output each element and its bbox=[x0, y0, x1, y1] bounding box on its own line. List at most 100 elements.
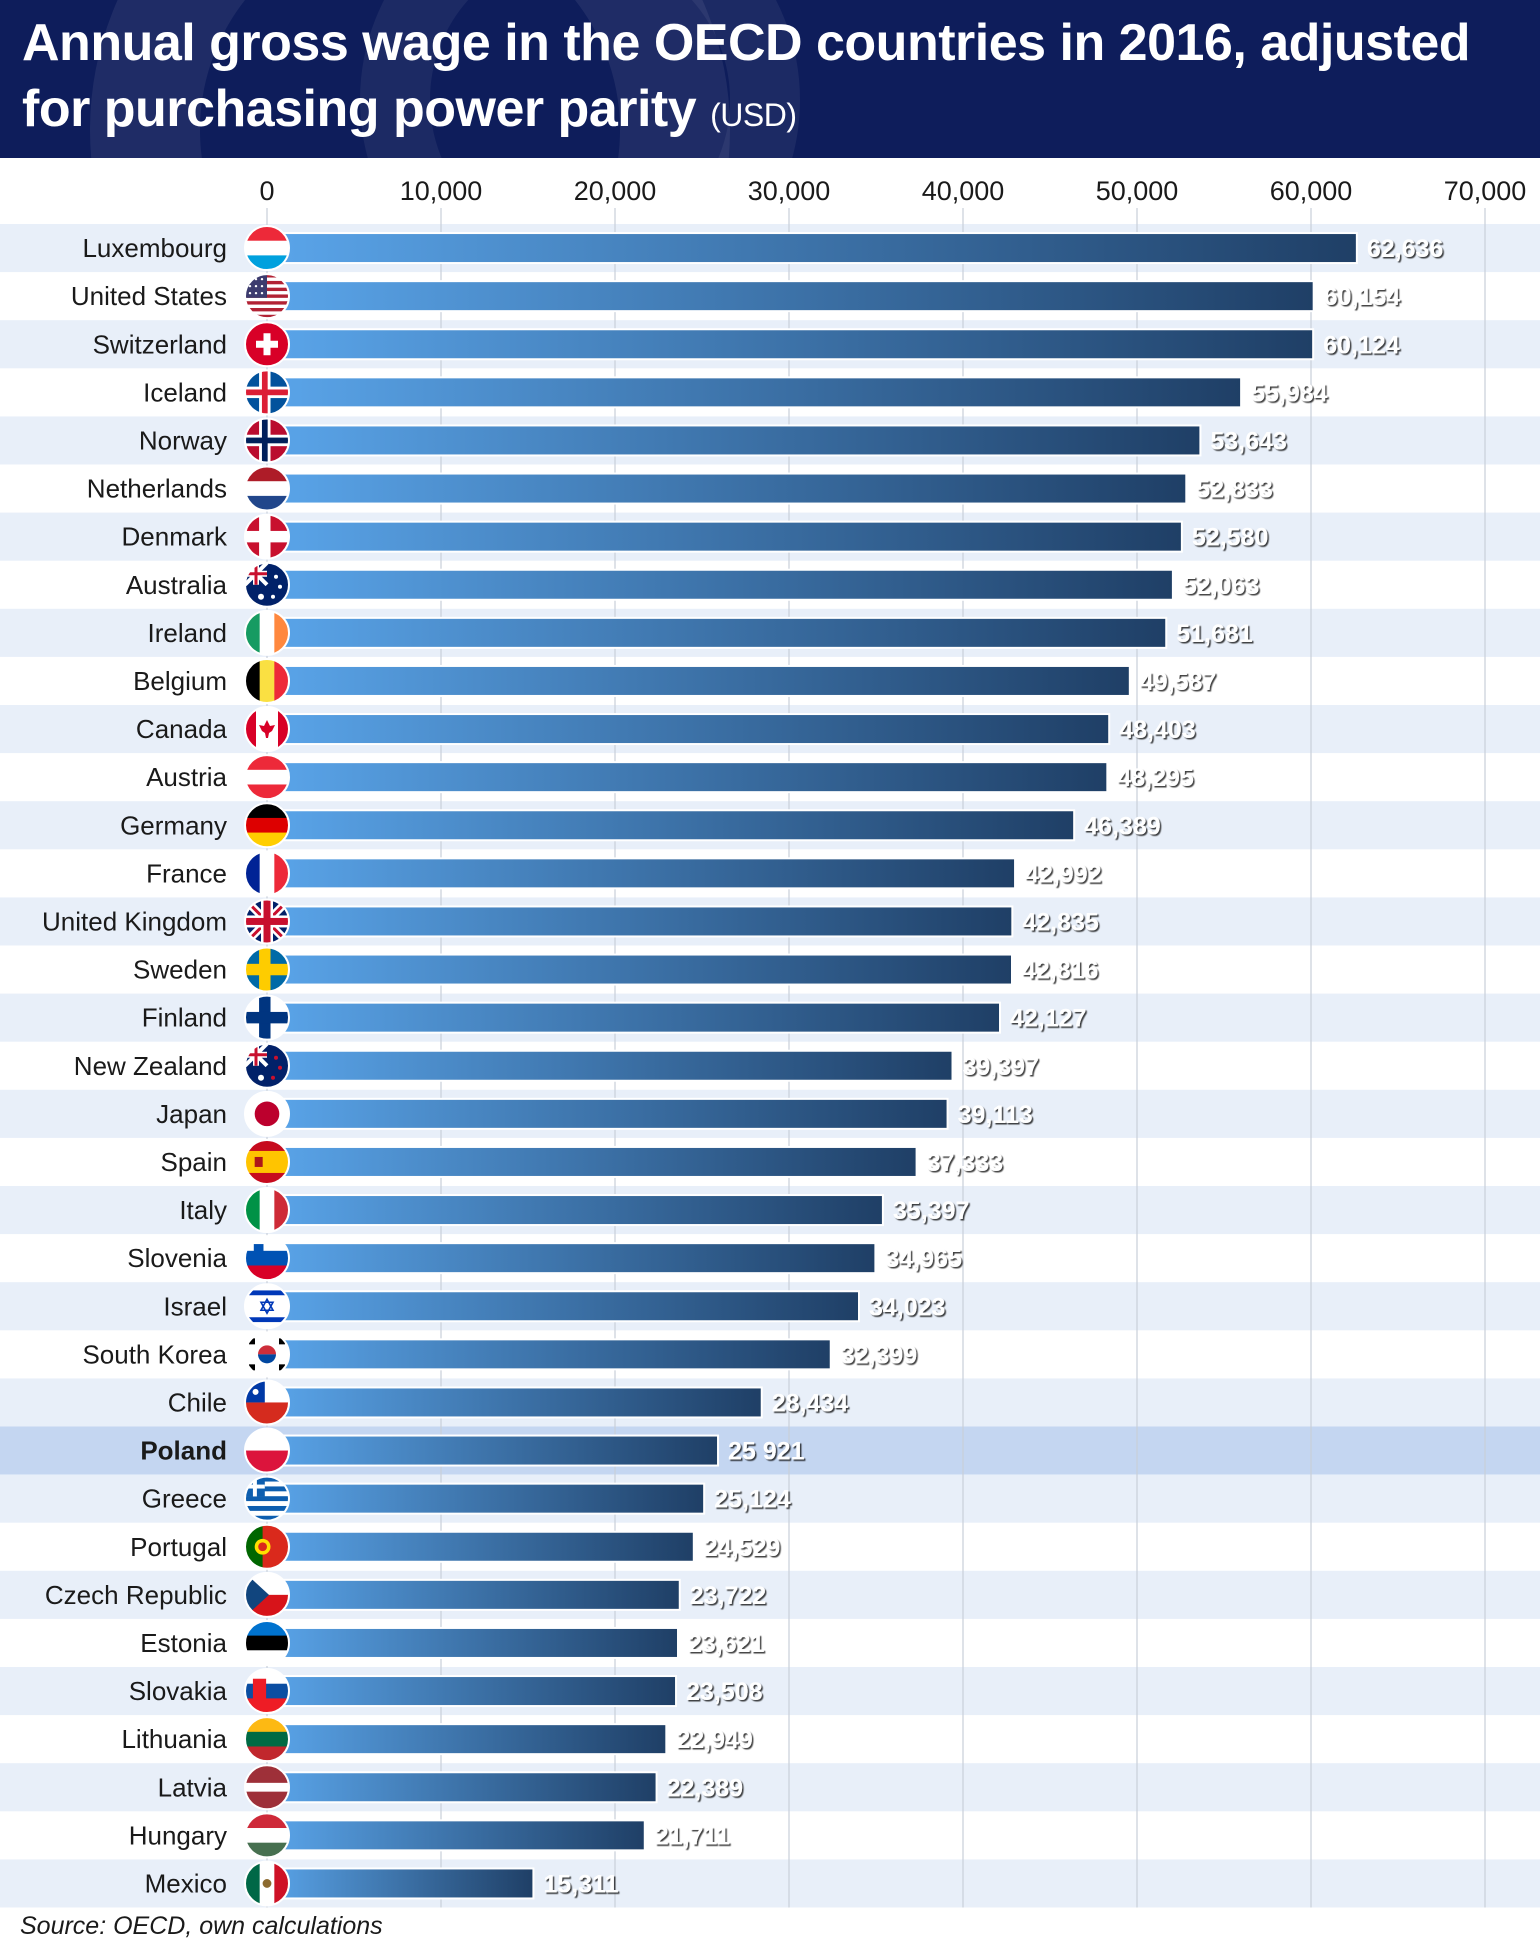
category-label: Denmark bbox=[122, 522, 228, 552]
category-label: France bbox=[146, 858, 227, 888]
flag-hungary-icon bbox=[244, 1812, 290, 1859]
x-tick-label: 10,000 bbox=[400, 176, 483, 206]
value-label: 39,113 bbox=[958, 1101, 1033, 1129]
value-label: 39,397 bbox=[963, 1053, 1039, 1081]
bar bbox=[266, 232, 1358, 265]
x-tick-label: 50,000 bbox=[1096, 176, 1179, 206]
row-stripe bbox=[0, 1763, 1540, 1812]
flag-slovenia-icon bbox=[244, 1235, 290, 1282]
flag-austria-icon bbox=[244, 754, 290, 801]
bar bbox=[266, 1723, 668, 1756]
value-label: 53,643 bbox=[1210, 427, 1286, 455]
value-label: 48,295 bbox=[1117, 764, 1194, 792]
category-label: Latvia bbox=[158, 1772, 228, 1802]
value-label: 23,508 bbox=[686, 1678, 763, 1706]
category-label: Italy bbox=[179, 1195, 227, 1225]
bar bbox=[266, 809, 1076, 842]
bar bbox=[266, 1771, 658, 1804]
flag-united-kingdom-icon bbox=[244, 898, 290, 945]
bar bbox=[266, 953, 1013, 986]
value-label: 25 921 bbox=[728, 1438, 805, 1466]
value-label: 51,681 bbox=[1176, 620, 1253, 648]
category-label: Mexico bbox=[145, 1868, 227, 1898]
value-label: 49,587 bbox=[1140, 668, 1216, 696]
x-axis-ticks: 0 10,000 20,000 30,000 40,000 50,000 60,000 70,… bbox=[259, 176, 1526, 206]
bar bbox=[266, 905, 1014, 938]
bar bbox=[266, 1434, 720, 1467]
flag-italy-icon bbox=[244, 1187, 290, 1234]
value-label: 23,621 bbox=[688, 1630, 765, 1658]
flag-iceland-icon bbox=[244, 369, 290, 416]
bar bbox=[266, 1049, 954, 1082]
category-label: Canada bbox=[136, 714, 228, 744]
category-label: Austria bbox=[146, 762, 227, 792]
value-label: 52,063 bbox=[1183, 572, 1259, 600]
x-tick-label: 40,000 bbox=[922, 176, 1005, 206]
bar bbox=[266, 1386, 763, 1419]
row-stripe bbox=[0, 1570, 1540, 1619]
flag-israel-icon bbox=[244, 1283, 290, 1330]
value-label: 62,636 bbox=[1367, 235, 1443, 263]
category-label: Slovenia bbox=[127, 1243, 227, 1273]
bar bbox=[266, 328, 1315, 361]
category-label: Luxembourg bbox=[82, 233, 227, 263]
value-label: 25,124 bbox=[714, 1486, 791, 1514]
category-label: Estonia bbox=[140, 1628, 227, 1658]
category-label: Greece bbox=[142, 1484, 227, 1514]
flag-germany-icon bbox=[244, 802, 290, 849]
value-label: 22,389 bbox=[667, 1774, 743, 1802]
flag-norway-icon bbox=[244, 417, 290, 464]
value-label: 46,389 bbox=[1084, 812, 1160, 840]
flag-united-states-icon bbox=[244, 273, 290, 320]
x-tick-label: 60,000 bbox=[1270, 176, 1353, 206]
flag-greece-icon bbox=[244, 1475, 290, 1522]
bars bbox=[266, 232, 1358, 1900]
flag-poland-icon bbox=[244, 1427, 290, 1474]
category-labels: Luxembourg United States Switzerland Icelan… bbox=[42, 233, 228, 1898]
category-label: Iceland bbox=[143, 377, 227, 407]
bar bbox=[266, 761, 1109, 794]
bar bbox=[266, 1482, 706, 1515]
category-label: Israel bbox=[163, 1291, 227, 1321]
category-label: New Zealand bbox=[74, 1051, 227, 1081]
bar bbox=[266, 472, 1188, 505]
flag-switzerland-icon bbox=[244, 321, 290, 368]
bar bbox=[266, 1001, 1002, 1034]
source-note: Source: OECD, own calculations bbox=[20, 1912, 383, 1940]
value-label: 48,403 bbox=[1119, 716, 1195, 744]
flag-portugal-icon bbox=[244, 1523, 290, 1570]
flag-luxembourg-icon bbox=[244, 225, 290, 272]
value-label: 28,434 bbox=[772, 1389, 849, 1417]
flag-slovakia-icon bbox=[244, 1668, 290, 1715]
category-label: Portugal bbox=[130, 1532, 227, 1562]
category-label: United States bbox=[71, 281, 227, 311]
bar bbox=[266, 1338, 832, 1371]
flag-australia-icon bbox=[244, 561, 290, 608]
category-label: Ireland bbox=[148, 618, 228, 648]
flag-canada-icon bbox=[244, 706, 290, 753]
chart-title-unit: (USD) bbox=[710, 97, 797, 133]
value-label: 37,333 bbox=[927, 1149, 1003, 1177]
bar bbox=[266, 1578, 681, 1611]
value-label: 42,992 bbox=[1025, 860, 1101, 888]
decorative-ring bbox=[360, 0, 800, 158]
flag-sweden-icon bbox=[244, 946, 290, 993]
category-label: Spain bbox=[161, 1147, 228, 1177]
value-label: 60,154 bbox=[1324, 283, 1401, 311]
bar bbox=[266, 424, 1202, 457]
bar bbox=[266, 1242, 877, 1275]
flag-latvia-icon bbox=[244, 1764, 290, 1811]
value-label: 42,835 bbox=[1022, 908, 1099, 936]
category-label: Switzerland bbox=[93, 329, 227, 359]
category-label: Australia bbox=[126, 570, 228, 600]
category-label: United Kingdom bbox=[42, 906, 227, 936]
row-stripe bbox=[0, 1859, 1540, 1908]
value-label: 22,949 bbox=[676, 1726, 752, 1754]
bar bbox=[266, 713, 1111, 746]
value-label: 34,965 bbox=[885, 1245, 962, 1273]
flag-czech-republic-icon bbox=[244, 1571, 290, 1618]
value-label: 52,833 bbox=[1196, 476, 1272, 504]
bar bbox=[266, 1626, 680, 1659]
bar bbox=[266, 568, 1174, 601]
flags bbox=[244, 225, 290, 1907]
